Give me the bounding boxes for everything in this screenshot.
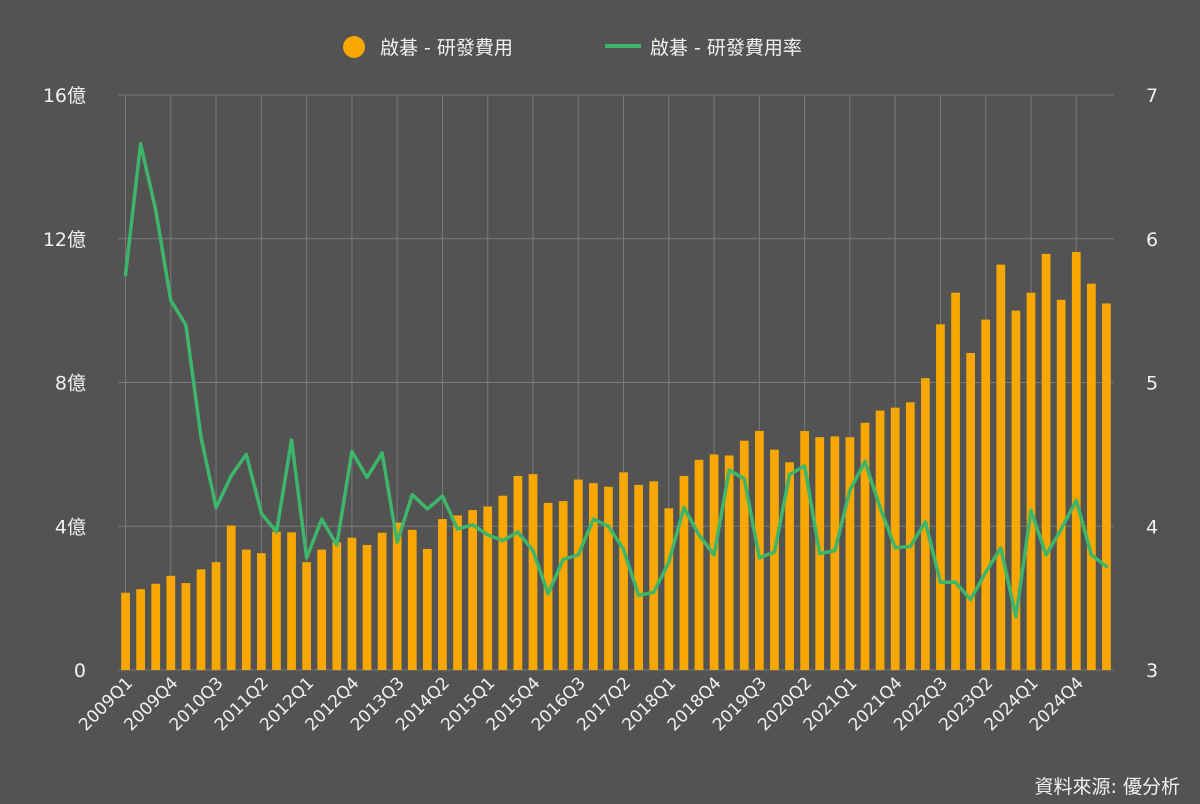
bar — [710, 454, 719, 670]
bar — [136, 589, 145, 670]
bar — [317, 550, 326, 670]
bar — [332, 542, 341, 670]
bar — [468, 510, 477, 670]
legend-item-bar[interactable]: 啟碁 - 研發費用 — [343, 36, 513, 59]
bar — [514, 476, 523, 670]
bar — [1027, 293, 1036, 670]
bar — [151, 584, 160, 670]
y-axis-left: 0 4億 8億 12億 16億 — [43, 85, 86, 682]
bar — [559, 501, 568, 670]
bar — [770, 450, 779, 670]
bar — [1057, 300, 1066, 670]
bar — [453, 515, 462, 670]
bar — [649, 481, 658, 670]
bar — [393, 523, 402, 670]
y-right-tick-label: 6 — [1146, 229, 1158, 251]
y-right-tick-label: 3 — [1146, 660, 1158, 682]
y-left-tick-label: 4億 — [55, 516, 86, 538]
bar — [996, 265, 1005, 670]
legend-item-line[interactable]: 啟碁 - 研發費用率 — [605, 37, 802, 59]
y-left-tick-label: 8億 — [55, 373, 86, 395]
bar — [846, 437, 855, 670]
bar — [604, 487, 613, 670]
y-left-tick-label: 0 — [74, 660, 86, 682]
bar — [1087, 284, 1096, 670]
bar — [695, 460, 704, 670]
bar — [951, 293, 960, 670]
bar — [876, 411, 885, 670]
bar — [1102, 303, 1111, 670]
bar — [589, 483, 598, 670]
bar — [1042, 254, 1051, 670]
bar — [498, 496, 507, 670]
bar — [363, 545, 372, 670]
bar — [423, 549, 432, 670]
bar — [257, 553, 266, 670]
legend-line-label: 啟碁 - 研發費用率 — [650, 37, 802, 59]
bar — [619, 472, 628, 670]
y-left-tick-label: 16億 — [43, 85, 86, 107]
bar — [378, 533, 387, 670]
source-note: 資料來源: 優分析 — [1035, 776, 1180, 798]
y-axis-right: 3 4 5 6 7 — [1146, 85, 1158, 682]
bar — [212, 562, 221, 670]
y-right-tick-label: 4 — [1146, 516, 1158, 538]
bar — [529, 474, 538, 670]
bar — [936, 324, 945, 670]
bar — [438, 519, 447, 670]
bar — [408, 530, 417, 670]
bar — [634, 485, 643, 670]
bar — [182, 583, 191, 670]
bar — [574, 480, 583, 670]
bar — [227, 526, 236, 670]
bar — [348, 538, 357, 670]
bar — [242, 550, 251, 670]
bar — [166, 576, 175, 670]
bar — [1072, 252, 1081, 670]
bar — [302, 562, 311, 670]
bar — [906, 402, 915, 670]
grid-lines — [118, 95, 1114, 670]
legend-bar-swatch — [343, 36, 365, 58]
legend: 啟碁 - 研發費用 啟碁 - 研發費用率 — [343, 36, 802, 59]
bar — [664, 508, 673, 670]
x-axis: 2009Q12009Q42010Q32011Q22012Q12012Q42013… — [75, 673, 1088, 735]
legend-bar-label: 啟碁 - 研發費用 — [380, 37, 513, 59]
bar — [830, 436, 839, 670]
y-left-tick-label: 12億 — [43, 229, 86, 251]
bar — [287, 532, 296, 670]
bar — [966, 353, 975, 670]
y-right-tick-label: 7 — [1146, 85, 1158, 107]
bar — [197, 569, 206, 670]
bar — [121, 593, 130, 670]
bar — [861, 423, 870, 670]
bar — [680, 476, 689, 670]
bar — [272, 532, 281, 670]
y-right-tick-label: 5 — [1146, 373, 1158, 395]
bar-series — [121, 252, 1111, 670]
bar — [981, 320, 990, 670]
